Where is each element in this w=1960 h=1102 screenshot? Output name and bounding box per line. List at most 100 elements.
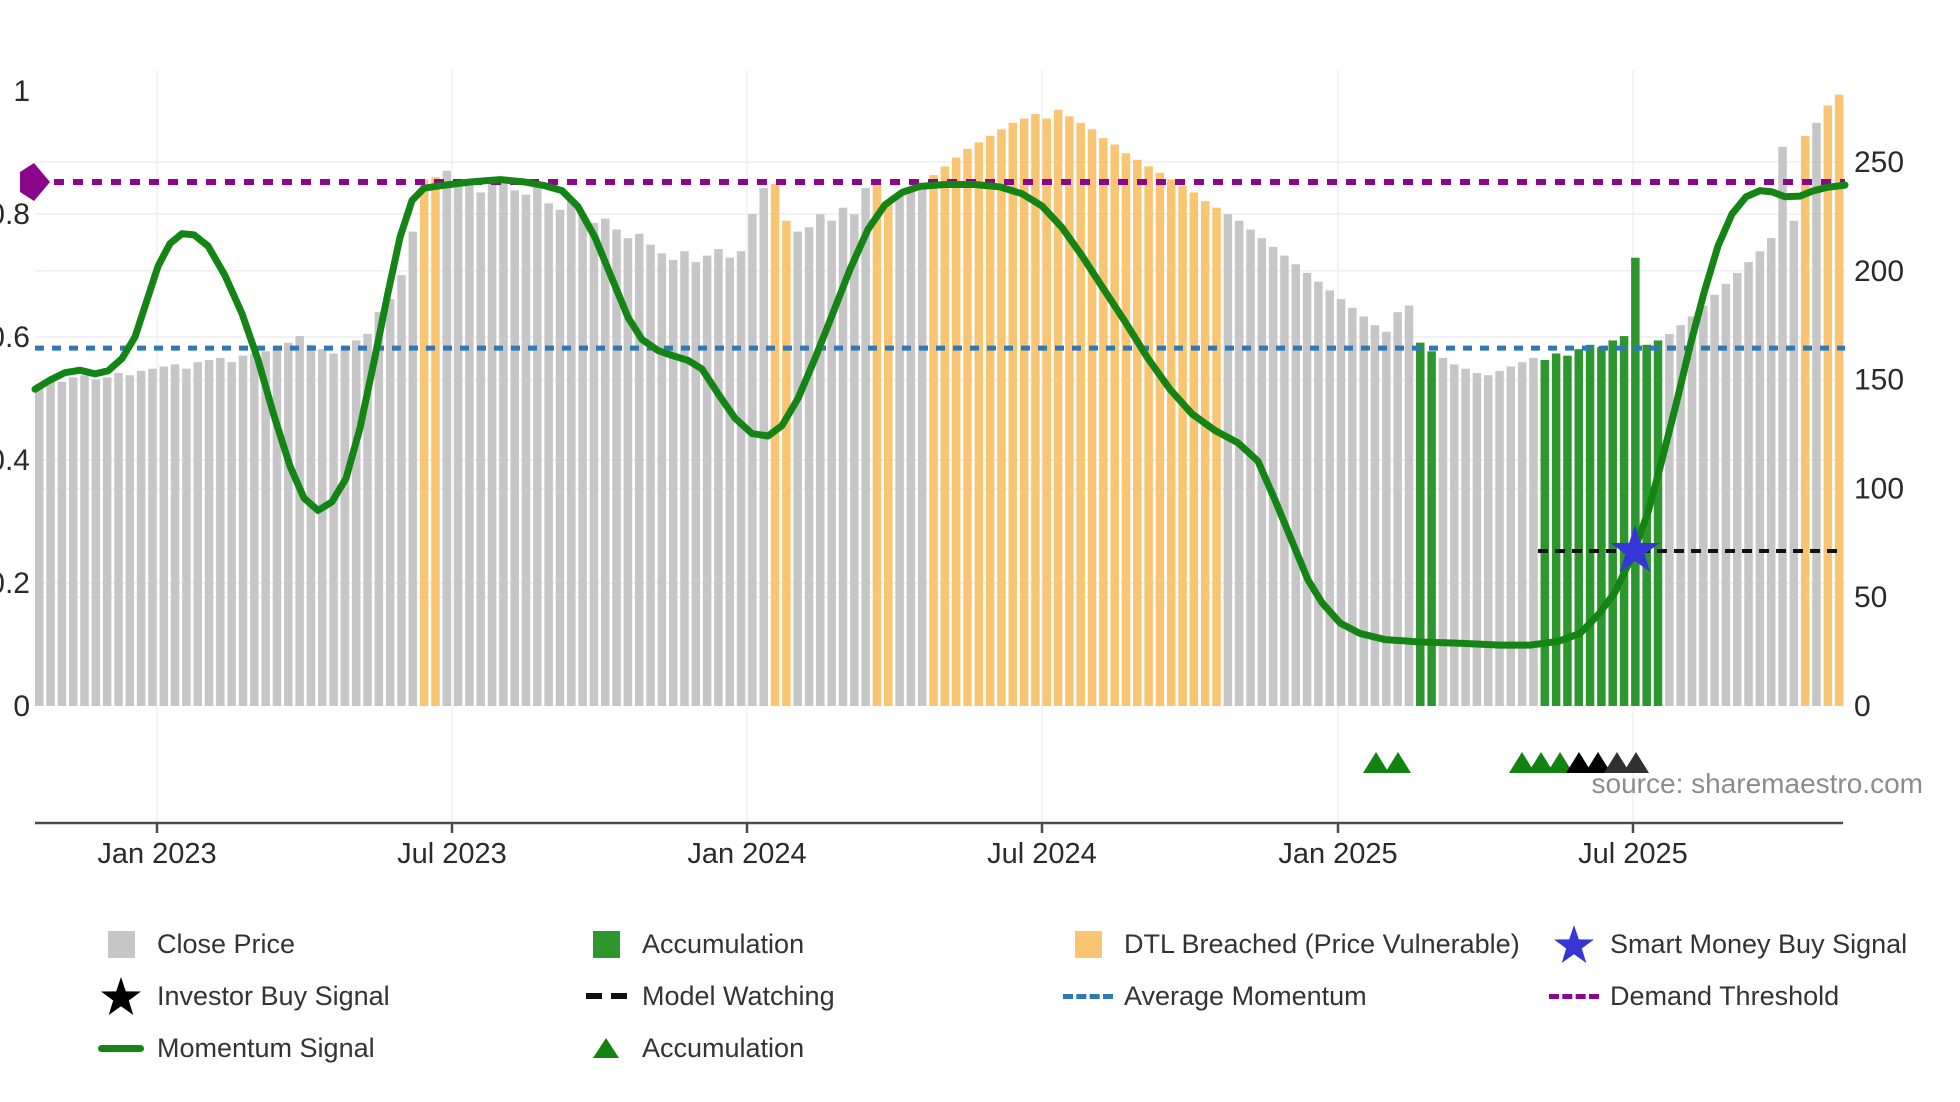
investor-buy-signal-marker: [1623, 752, 1649, 773]
close-price-bar: [804, 227, 814, 706]
x-axis-label: Jul 2025: [1578, 838, 1688, 870]
smart-money-star-icon: [1554, 925, 1594, 963]
close-price-bar: [193, 362, 202, 706]
dtl-breached-bar: [1031, 114, 1040, 707]
legend-label: Average Momentum: [1124, 980, 1367, 1011]
investor-buy-signal-marker: [1566, 752, 1592, 773]
close-price-bar: [657, 253, 667, 706]
close-price-bar: [1382, 331, 1391, 706]
close-price-bar: [1812, 122, 1821, 706]
close-price-bar: [521, 194, 531, 706]
dtl-breached-bar: [1008, 122, 1018, 706]
right-axis-label: 100: [1854, 472, 1904, 505]
left-axis-label: 0.4: [0, 444, 30, 477]
dtl-breached-bar: [1823, 105, 1833, 706]
close-price-bar: [487, 177, 497, 706]
dtl-breached-bar: [782, 220, 791, 706]
dtl-breached-bar: [1053, 109, 1063, 706]
dtl-breached-bar: [1800, 135, 1810, 706]
close-price-bar: [476, 192, 485, 707]
close-price-bar: [668, 259, 678, 706]
left-axis-label: 0: [13, 690, 30, 723]
close-price-bar: [544, 203, 553, 706]
accumulation-bar: [1653, 340, 1663, 706]
dtl-breached-bar: [1076, 122, 1085, 706]
legend-icon: [1062, 993, 1114, 999]
accumulation-bar: [1551, 353, 1561, 706]
close-price-bar: [634, 233, 644, 707]
close-price-bar: [1506, 366, 1516, 706]
dtl-breached-bar: [884, 201, 893, 706]
dtl-breached-bar: [1144, 166, 1153, 707]
legend-item-smart-money-buy-signal[interactable]: Smart Money Buy Signal: [1548, 918, 1907, 970]
close-price-bar: [408, 231, 418, 706]
legend-item-accumulation[interactable]: Accumulation: [580, 918, 835, 970]
close-price-bar: [465, 183, 474, 706]
close-price-bar: [46, 379, 55, 706]
right-axis-label: 200: [1854, 255, 1904, 288]
legend-item-investor-buy-signal[interactable]: Investor Buy Signal: [95, 970, 390, 1022]
dtl-breached-swatch-icon: [1074, 930, 1102, 958]
close-price-bar: [1483, 375, 1493, 706]
close-price-bar: [57, 381, 67, 706]
close-price-bar: [170, 364, 180, 706]
legend-label: Momentum Signal: [157, 1032, 375, 1063]
dtl-breached-bar: [929, 175, 938, 706]
accumulation-triangle-marker: [1528, 752, 1554, 773]
legend-label: DTL Breached (Price Vulnerable): [1124, 928, 1520, 959]
dtl-breached-bar: [1189, 192, 1199, 707]
legend-column: Close Price Investor Buy Signal Momentum S…: [95, 918, 390, 1074]
close-price-bar: [895, 194, 904, 706]
close-price-bar: [261, 351, 270, 706]
close-price-bar: [736, 251, 746, 706]
close-price-bar: [1336, 299, 1346, 706]
legend-item-accumulation[interactable]: Accumulation: [580, 1022, 835, 1074]
close-price-bar: [306, 344, 316, 706]
close-price-bar: [1710, 294, 1719, 706]
close-price-bar: [1766, 238, 1776, 706]
close-price-bar: [1517, 362, 1527, 706]
close-price-bar: [906, 190, 916, 707]
legend-item-demand-threshold[interactable]: Demand Threshold: [1548, 970, 1907, 1022]
left-axis-label: 0.8: [0, 198, 30, 231]
dtl-breached-bar: [1834, 94, 1844, 706]
legend-item-dtl-breached-price-vulnerable[interactable]: DTL Breached (Price Vulnerable): [1062, 918, 1520, 970]
legend-icon: [1062, 930, 1114, 958]
close-price-bar: [1280, 255, 1289, 706]
close-price-bar: [1325, 290, 1334, 706]
legend-item-close-price[interactable]: Close Price: [95, 918, 390, 970]
close-price-bar: [601, 218, 610, 707]
dtl-breached-bar: [997, 129, 1006, 707]
legend-item-average-momentum[interactable]: Average Momentum: [1062, 970, 1520, 1022]
close-price-bar: [250, 353, 259, 706]
close-price-bar: [68, 377, 78, 706]
accumulation-triangle-marker: [1547, 752, 1573, 773]
close-price-bar: [850, 214, 859, 706]
close-price-bar: [714, 249, 723, 707]
legend-item-model-watching[interactable]: Model Watching: [580, 970, 835, 1022]
legend-icon: [580, 993, 632, 999]
accumulation-swatch-icon: [592, 930, 620, 958]
close-price-bar: [499, 179, 508, 706]
close-price-bar: [702, 255, 712, 706]
dtl-breached-bar: [1065, 116, 1074, 706]
close-price-bar: [351, 340, 361, 706]
close-price-bar: [861, 188, 870, 706]
close-price-bar: [340, 346, 350, 706]
legend-item-momentum-signal[interactable]: Momentum Signal: [95, 1022, 390, 1074]
legend-column: Smart Money Buy Signal Demand Threshold: [1548, 918, 1907, 1022]
close-price-bar: [295, 336, 304, 706]
left-axis-label: 0.2: [0, 567, 30, 600]
legend-icon: [95, 1044, 147, 1052]
close-price-bar: [227, 362, 236, 706]
dtl-breached-bar: [1200, 201, 1210, 706]
close-price-bar: [374, 312, 384, 706]
close-price-bar: [125, 375, 135, 706]
legend-label: Investor Buy Signal: [157, 980, 390, 1011]
accumulation-bar: [1619, 336, 1629, 706]
close-price-bar: [589, 222, 599, 707]
close-price-bar: [1404, 305, 1414, 706]
investor-buy-signal-star-icon: [101, 977, 141, 1015]
dtl-breached-bar: [1110, 144, 1119, 707]
demand-threshold-diamond-icon: [20, 163, 50, 202]
